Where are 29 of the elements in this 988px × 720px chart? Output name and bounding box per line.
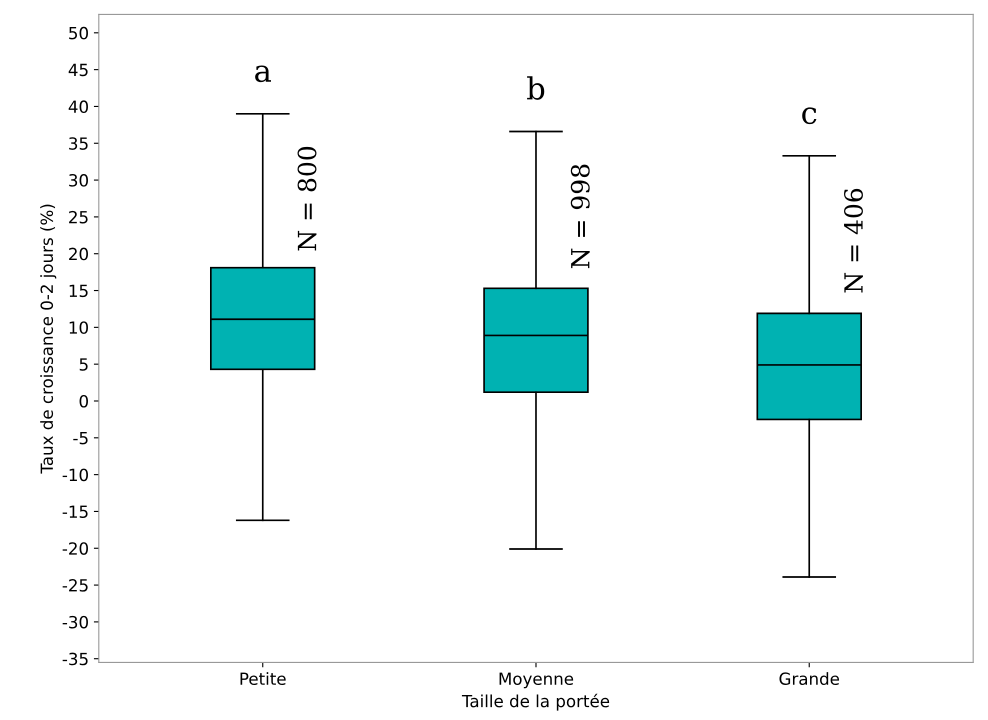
y-tick-label: 35 — [69, 137, 88, 150]
y-tick-label: 25 — [69, 210, 88, 224]
y-tick-label: 20 — [69, 248, 88, 260]
y-tick-label: 15 — [70, 284, 88, 298]
x-tick-label: Grande — [779, 672, 840, 686]
y-tick-label: -5 — [73, 432, 88, 444]
y-tick-label: -20 — [62, 542, 88, 555]
y-tick-label: 10 — [70, 321, 88, 334]
y-tick-label: -25 — [62, 579, 88, 592]
y-tick-label: 5 — [80, 358, 88, 371]
y-tick-label: 0 — [80, 394, 88, 408]
y-tick-label: 40 — [68, 100, 88, 114]
y-tick-label: -30 — [62, 616, 88, 628]
y-tick-label: 50 — [69, 26, 88, 40]
y-tick-label: 45 — [68, 64, 88, 76]
annotation: N = 406 — [844, 188, 863, 292]
annotation: N = 800 — [298, 146, 316, 250]
annotation: a — [255, 65, 271, 82]
x-axis-title: Taille de la portée — [462, 694, 610, 711]
y-tick-label: 30 — [69, 174, 88, 187]
x-tick-label: Petite — [240, 672, 286, 686]
y-axis-title: Taux de croissance 0-2 jours (%) — [40, 204, 56, 474]
y-tick-label: -10 — [62, 468, 88, 482]
annotation: N = 998 — [570, 164, 590, 268]
y-tick-label: -15 — [62, 506, 88, 518]
x-tick-label: Moyenne — [500, 672, 574, 688]
y-tick-label: -35 — [62, 652, 88, 666]
annotation: c — [802, 107, 816, 124]
annotation: b — [527, 76, 544, 100]
